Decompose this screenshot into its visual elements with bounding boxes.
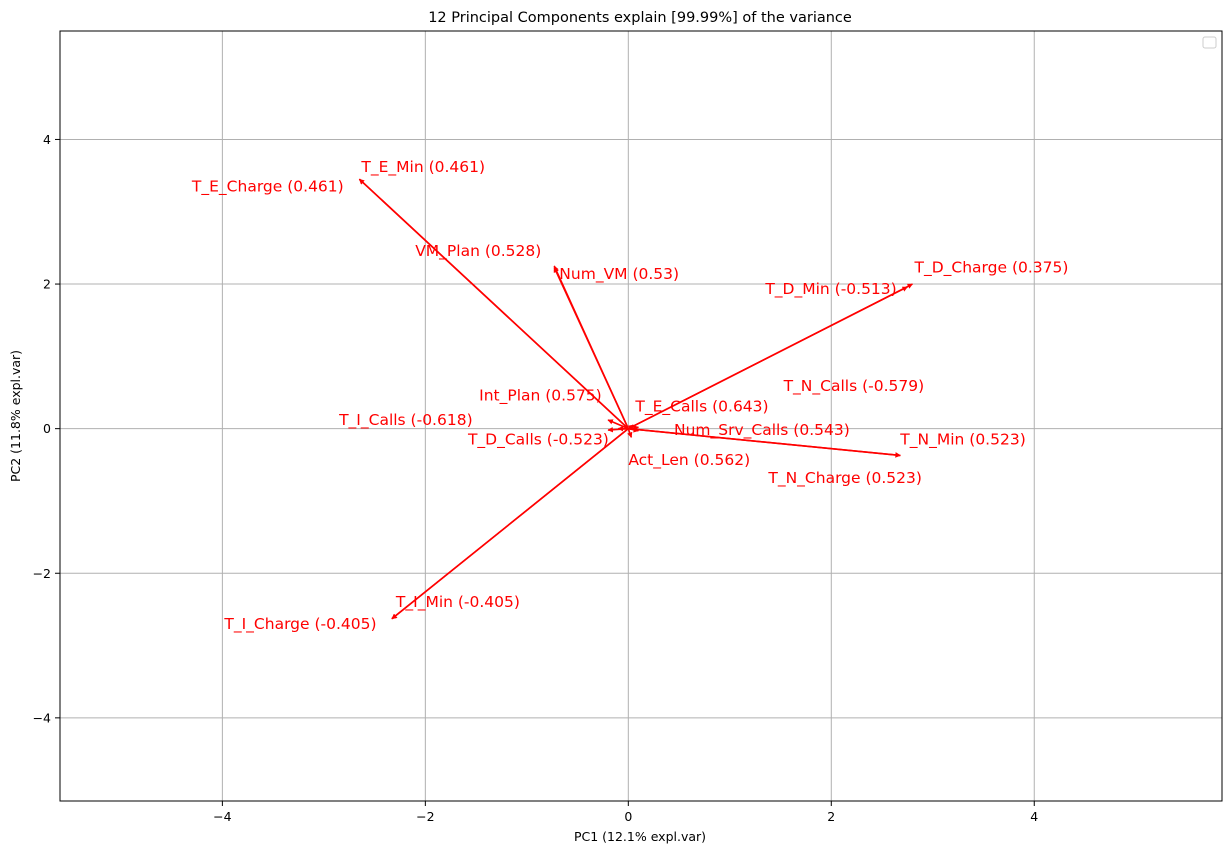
vector-label: T_I_Calls (-0.618)	[338, 411, 473, 430]
vector-label: T_N_Min (0.523)	[899, 431, 1025, 450]
loading-arrow	[627, 428, 633, 438]
x-tick-label: 4	[1030, 809, 1038, 824]
vector-label: Num_VM (0.53)	[559, 265, 679, 284]
vector-label: T_E_Calls (0.643)	[634, 397, 768, 416]
x-tick-label: −2	[416, 809, 434, 824]
y-tick-label: 0	[43, 421, 51, 436]
x-axis-label: PC1 (12.1% expl.var)	[574, 829, 706, 844]
y-axis-label: PC2 (11.8% expl.var)	[8, 350, 23, 482]
vector-label: T_E_Charge (0.461)	[191, 178, 344, 197]
vector-labels: T_E_Min (0.461) T_E_Charge (0.461) VM_Plan…	[191, 158, 1068, 634]
vector-label: Num_Srv_Calls (0.543)	[674, 421, 850, 440]
vector-label: T_N_Calls (-0.579)	[783, 377, 925, 396]
vector-label: T_D_Min (-0.513)	[764, 280, 896, 299]
vector-label: T_D_Charge (0.375)	[914, 258, 1069, 277]
vector-label: T_I_Charge (-0.405)	[223, 615, 376, 634]
legend-box	[1202, 36, 1217, 49]
vector-label: T_D_Calls (-0.523)	[467, 431, 609, 450]
x-tick-label: −4	[213, 809, 231, 824]
loading-arrow	[627, 286, 908, 430]
vector-label: Act_Len (0.562)	[628, 451, 750, 470]
loading-arrow	[553, 266, 630, 429]
loading-arrow	[358, 178, 629, 430]
plot-frame	[59, 30, 1223, 802]
loading-arrow	[391, 428, 629, 620]
y-tick-label: 4	[43, 132, 51, 147]
vector-label: T_I_Min (-0.405)	[395, 593, 520, 612]
y-tick-label: 2	[43, 277, 51, 292]
vector-label: Int_Plan (0.575)	[479, 386, 602, 405]
loading-arrow	[628, 427, 901, 458]
loading-arrow	[607, 427, 629, 433]
grid-lines	[60, 31, 1222, 801]
y-tick-label: −4	[33, 710, 51, 725]
x-tick-label: 2	[827, 809, 835, 824]
chart-title: 12 Principal Components explain [99.99%]…	[428, 10, 852, 26]
vector-label: T_N_Charge (0.523)	[767, 469, 922, 488]
vector-label: T_E_Min (0.461)	[360, 158, 485, 177]
axis-ticks: −4 −2 0 2 4 −4 −2 0 2 4	[33, 132, 1039, 824]
vector-label: VM_Plan (0.528)	[415, 242, 541, 261]
y-tick-label: −2	[33, 566, 51, 581]
loading-vectors	[358, 178, 913, 620]
x-tick-label: 0	[624, 809, 632, 824]
loading-arrow	[607, 419, 629, 430]
